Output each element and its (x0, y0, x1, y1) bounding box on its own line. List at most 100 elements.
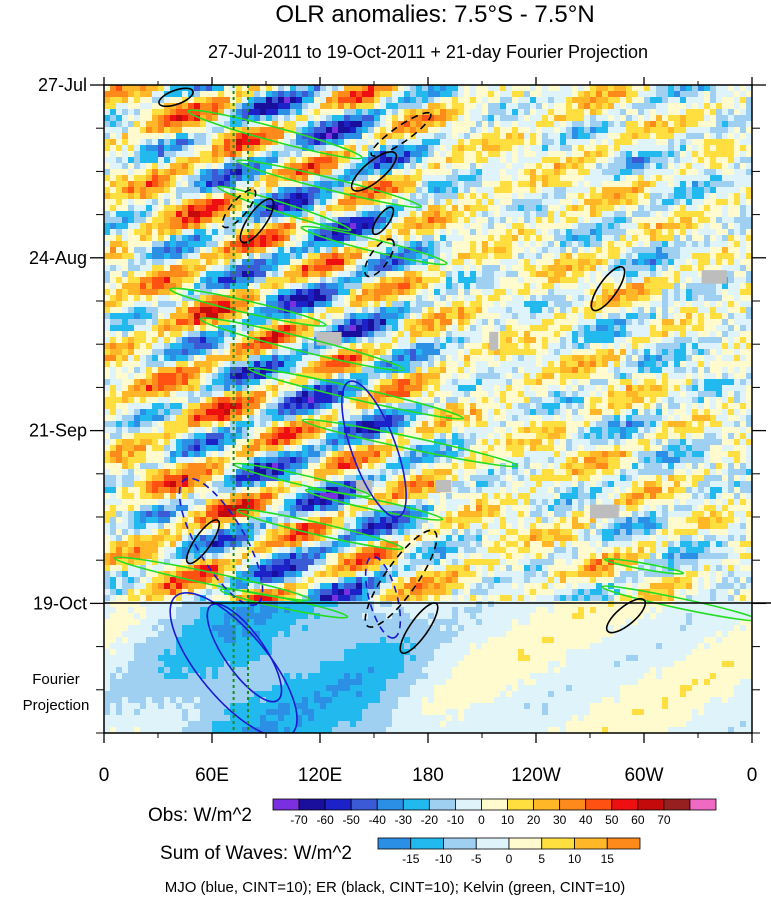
colorbar-level-label: -50 (343, 813, 361, 827)
er-contour-7 (590, 265, 626, 312)
kelvin-contour-9 (236, 508, 404, 551)
er-contour-4 (239, 198, 275, 244)
colorbar-swatch (574, 837, 608, 850)
er-contour-2 (350, 151, 398, 192)
olr-anomaly-field (104, 85, 752, 733)
y-tick-label: 19-Oct (33, 593, 87, 613)
kelvin-contour-7 (301, 418, 519, 468)
wave-contours (113, 87, 752, 733)
colorbar-swatch (410, 837, 444, 850)
colorbar-swatch (272, 798, 300, 811)
axis-ticks (90, 77, 766, 743)
kelvin-contour-12 (219, 588, 349, 619)
colorbar-swatch (377, 837, 412, 850)
colorbar-level-label: -10 (435, 852, 453, 866)
kelvin-contour-0 (187, 109, 363, 160)
colorbar-swatch (508, 837, 543, 850)
mjo-contour-4 (364, 555, 402, 639)
colorbar-swatch (606, 837, 641, 850)
colorbar-swatch (324, 798, 352, 811)
reference-longitude-lines (232, 85, 249, 733)
er-contour-0 (158, 87, 194, 108)
kelvin-contour-2 (216, 185, 352, 232)
er-contour-9 (364, 529, 438, 628)
colorbar-swatch (585, 798, 613, 811)
colorbar-swatch (455, 798, 482, 811)
x-tick-label: 60W (624, 765, 663, 786)
colorbar-swatch (637, 798, 665, 811)
colorbar-swatch (298, 798, 326, 811)
colorbar-swatch (475, 837, 510, 850)
colorbar-swatch (559, 798, 587, 811)
er-contour-1 (370, 111, 432, 157)
projection-label-line1: Fourier (32, 671, 80, 688)
colorbar-swatch (350, 798, 378, 811)
mjo-contour-0 (341, 380, 407, 518)
waves-colorbar-label: Sum of Waves: W/m^2 (160, 843, 352, 864)
colorbar-swatch (533, 798, 561, 811)
x-tick-label: 180 (412, 765, 444, 786)
er-contour-5 (363, 238, 395, 278)
colorbar-level-label: -5 (471, 852, 482, 866)
er-contour-8 (185, 519, 221, 565)
er-contour-6 (371, 206, 395, 236)
colorbar-level-label: 40 (579, 813, 593, 827)
colorbar-level-label: -15 (402, 852, 420, 866)
colorbar-level-label: 10 (501, 813, 515, 827)
colorbar-level-label: 30 (553, 813, 567, 827)
colorbar-level-label: -20 (421, 813, 439, 827)
colorbar-swatch (663, 798, 691, 811)
er-contour-11 (605, 598, 647, 634)
kelvin-contour-5 (199, 317, 405, 372)
chart-subtitle: 27-Jul-2011 to 19-Oct-2011 + 21-day Four… (208, 42, 648, 62)
kelvin-contour-13 (600, 585, 752, 622)
obs-colorbar-label: Obs: W/m^2 (148, 805, 252, 826)
chart-title: OLR anomalies: 7.5°S - 7.5°N (275, 1, 594, 28)
projection-label-line2: Projection (23, 697, 90, 714)
colorbar-level-label: 70 (657, 813, 671, 827)
kelvin-contour-1 (236, 159, 422, 209)
obs-colorbar: -70 -60 -50 -40 -30 -20 -10 0 10 20 30 40 50 60 70 (272, 798, 717, 827)
y-tick-label: 27-Jul (38, 75, 87, 95)
colorbar-swatch (611, 798, 639, 811)
mjo-contour-3 (169, 591, 298, 733)
x-tick-label: 120E (298, 765, 342, 786)
mjo-contour-2 (206, 603, 283, 703)
kelvin-contour-14 (603, 558, 685, 575)
mjo-contour-1 (178, 477, 264, 606)
colorbar-level-label: 0 (478, 813, 485, 827)
colorbar-swatch (507, 798, 534, 811)
y-tick-label: 21-Sep (29, 421, 87, 441)
colorbar-swatch (443, 837, 477, 850)
waves-colorbar: -15 -10 -5 0 5 10 15 (377, 837, 641, 866)
kelvin-contour-11 (113, 556, 311, 602)
x-tick-label: 0 (747, 765, 758, 786)
colorbar-level-label: 20 (527, 813, 541, 827)
footnote: MJO (blue, CINT=10); ER (black, CINT=10)… (165, 879, 626, 896)
colorbar-level-label: -70 (290, 813, 308, 827)
colorbar-level-label: 5 (538, 852, 545, 866)
x-tick-label: 120W (511, 765, 561, 786)
colorbar-level-label: 15 (601, 852, 615, 866)
colorbar-swatch (481, 798, 508, 811)
colorbar-level-label: -30 (395, 813, 413, 827)
colorbar-level-label: 60 (631, 813, 645, 827)
colorbar-level-label: 10 (568, 852, 582, 866)
colorbar-level-label: -10 (447, 813, 465, 827)
colorbar-swatch (689, 798, 717, 811)
x-tick-label: 60E (195, 765, 229, 786)
colorbar-level-label: 50 (605, 813, 619, 827)
hovmoller-plot-area (90, 77, 771, 743)
colorbar-swatch (376, 798, 404, 811)
colorbar-swatch (428, 798, 456, 811)
x-tick-label: 0 (99, 765, 110, 786)
colorbar-level-label: -60 (316, 813, 334, 827)
y-tick-label: 24-Aug (29, 248, 87, 268)
colorbar-level-label: -40 (369, 813, 387, 827)
colorbar-swatch (402, 798, 430, 811)
colorbar-swatch (541, 837, 575, 850)
colorbar-level-label: 0 (506, 852, 513, 866)
x-axis-tick-labels: 0 60E 120E 180 120W 60W 0 (99, 765, 758, 786)
kelvin-contour-4 (169, 287, 327, 327)
